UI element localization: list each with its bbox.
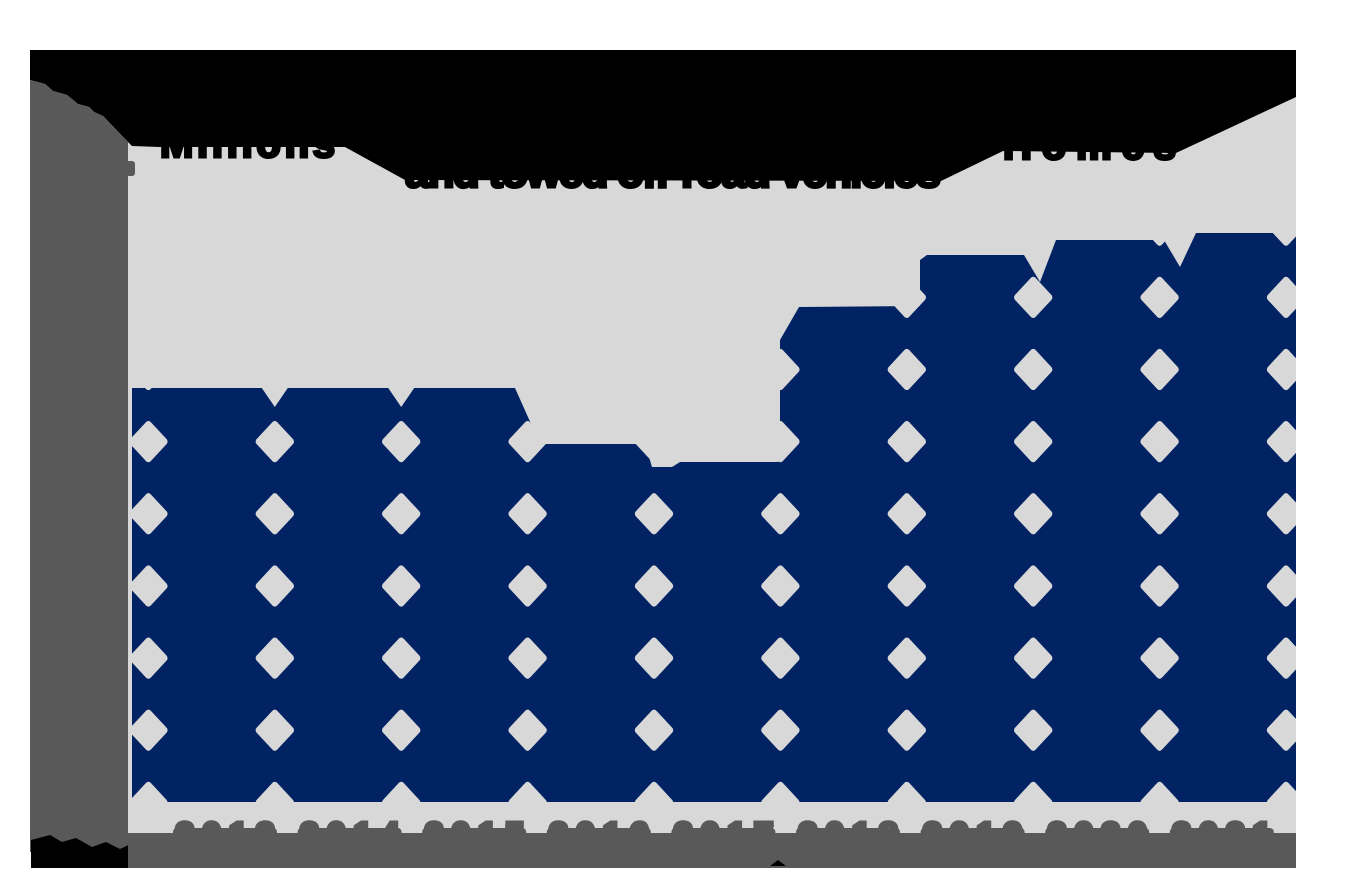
svg-text:and towed off-road vehicles: and towed off-road vehicles xyxy=(405,148,941,197)
svg-text:Millions: Millions xyxy=(160,122,335,166)
